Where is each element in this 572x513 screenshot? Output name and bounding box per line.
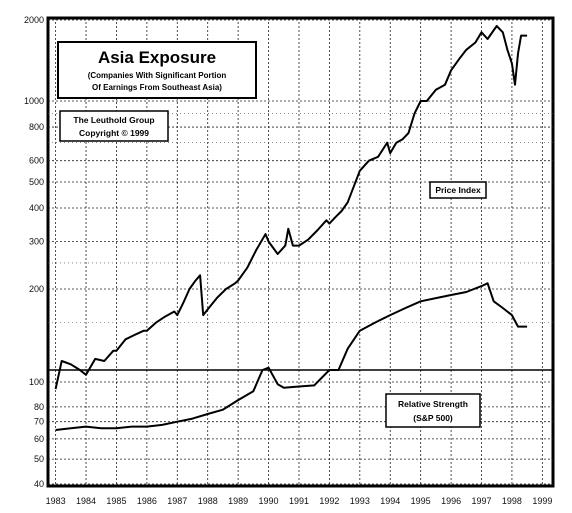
x-tick-label: 1990 bbox=[259, 496, 279, 506]
relative-strength-label-box: Relative Strength (S&P 500) bbox=[385, 393, 481, 428]
grid-lines bbox=[48, 18, 553, 486]
series-line-price-index bbox=[54, 25, 528, 390]
y-tick-label: 1000 bbox=[24, 96, 44, 106]
y-tick-label: 300 bbox=[29, 237, 44, 247]
x-tick-label: 1995 bbox=[411, 496, 431, 506]
relative-strength-label-1: Relative Strength bbox=[398, 399, 468, 409]
x-tick-label: 1996 bbox=[441, 496, 461, 506]
title-box: Asia Exposure (Companies With Significan… bbox=[57, 41, 257, 99]
x-tick-label: 1987 bbox=[167, 496, 187, 506]
y-tick-label: 60 bbox=[34, 434, 44, 444]
x-tick-label: 1994 bbox=[380, 496, 400, 506]
y-tick-label: 400 bbox=[29, 203, 44, 213]
x-axis-ticks: 1983 1984 1985 1986 1987 1988 1989 1990 1991 1992… bbox=[46, 496, 553, 506]
y-tick-label: 80 bbox=[34, 402, 44, 412]
x-tick-label: 1999 bbox=[532, 496, 552, 506]
y-tick-label: 800 bbox=[29, 122, 44, 132]
price-index-label-box: Price Index bbox=[429, 181, 487, 199]
y-tick-label: 2000 bbox=[24, 15, 44, 25]
x-tick-label: 1985 bbox=[106, 496, 126, 506]
y-tick-label: 500 bbox=[29, 177, 44, 187]
y-tick-label: 100 bbox=[29, 377, 44, 387]
x-tick-label: 1983 bbox=[46, 496, 66, 506]
y-tick-label: 40 bbox=[34, 479, 44, 489]
y-tick-label: 50 bbox=[34, 454, 44, 464]
x-tick-label: 1992 bbox=[319, 496, 339, 506]
x-tick-label: 1986 bbox=[137, 496, 157, 506]
chart-subtitle-1: (Companies With Significant Portion bbox=[88, 71, 227, 80]
series-lines bbox=[54, 25, 528, 431]
plot-frame bbox=[46, 16, 555, 488]
series-line-relative-strength bbox=[55, 282, 528, 431]
price-index-label: Price Index bbox=[435, 185, 481, 195]
x-tick-label: 1991 bbox=[289, 496, 309, 506]
chart-subtitle-2: Of Earnings From Southeast Asia) bbox=[92, 83, 222, 92]
x-tick-label: 1998 bbox=[502, 496, 522, 506]
credit-line-1: The Leuthold Group bbox=[73, 115, 154, 125]
y-axis-ticks: 2000 1000 800 600 500 400 300 200 100 80 70 60 50 40 bbox=[24, 15, 44, 489]
x-tick-label: 1988 bbox=[198, 496, 218, 506]
x-tick-label: 1989 bbox=[228, 496, 248, 506]
x-tick-label: 1997 bbox=[471, 496, 491, 506]
y-tick-label: 70 bbox=[34, 417, 44, 427]
chart-title: Asia Exposure bbox=[98, 48, 216, 67]
x-tick-label: 1984 bbox=[76, 496, 96, 506]
relative-strength-label-2: (S&P 500) bbox=[413, 413, 453, 423]
credit-line-2: Copyright © 1999 bbox=[79, 128, 149, 138]
credit-box: The Leuthold Group Copyright © 1999 bbox=[59, 110, 169, 142]
x-tick-label: 1993 bbox=[350, 496, 370, 506]
y-tick-label: 600 bbox=[29, 156, 44, 166]
y-tick-label: 200 bbox=[29, 284, 44, 294]
